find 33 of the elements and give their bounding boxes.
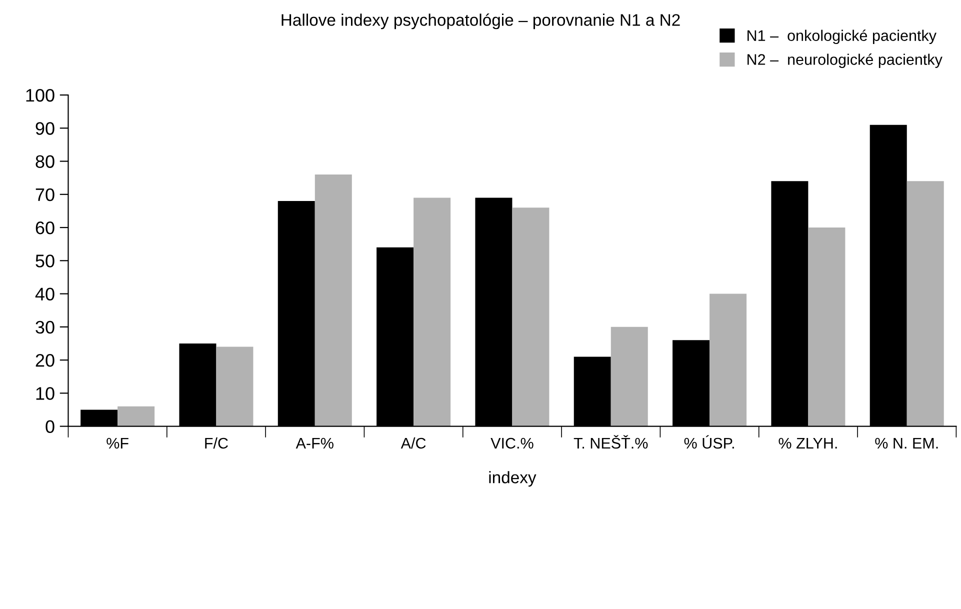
x-tick-label: T. NEŠŤ.% — [574, 435, 648, 449]
x-tick-label: % N. EM. — [875, 438, 938, 449]
x-tick-label: % ZLYH. — [778, 438, 837, 449]
x-tick-label: F/C — [205, 437, 228, 449]
x-tick-label: A/C — [400, 437, 426, 449]
x-tick-label: % ÚSP. — [684, 435, 734, 449]
bar — [216, 346, 254, 426]
x-axis-title: indexy — [489, 471, 536, 487]
y-tick-label: 10 — [36, 387, 54, 400]
y-tick-label: 20 — [36, 354, 54, 367]
bar — [118, 406, 155, 426]
bar — [512, 208, 550, 426]
chart-title: Hallove indexy psychopatológie – porovnanie N1 a N2 — [282, 13, 680, 30]
y-tick-label: 100 — [26, 88, 54, 102]
bar — [414, 198, 451, 426]
x-tick-label: %F — [106, 438, 128, 449]
bar — [314, 174, 352, 426]
bar — [610, 326, 648, 426]
bar — [906, 181, 944, 426]
y-tick-label: 70 — [36, 188, 54, 202]
y-tick-label: 50 — [36, 254, 54, 268]
y-tick-label: 60 — [36, 221, 54, 234]
y-tick-label: 30 — [36, 320, 54, 334]
legend-label: N1 – onkologické pacientky — [748, 30, 936, 44]
x-tick-label: A-F% — [296, 438, 334, 449]
y-tick-label: 90 — [36, 122, 54, 135]
y-tick-label: 40 — [35, 288, 54, 300]
bar — [808, 228, 846, 426]
bar — [710, 294, 747, 426]
y-tick-label: 0 — [46, 420, 54, 434]
x-tick-label: VIC.% — [490, 438, 534, 449]
legend-label: N2 – neurologické pacientky — [748, 54, 942, 68]
y-tick-label: 80 — [36, 155, 54, 168]
